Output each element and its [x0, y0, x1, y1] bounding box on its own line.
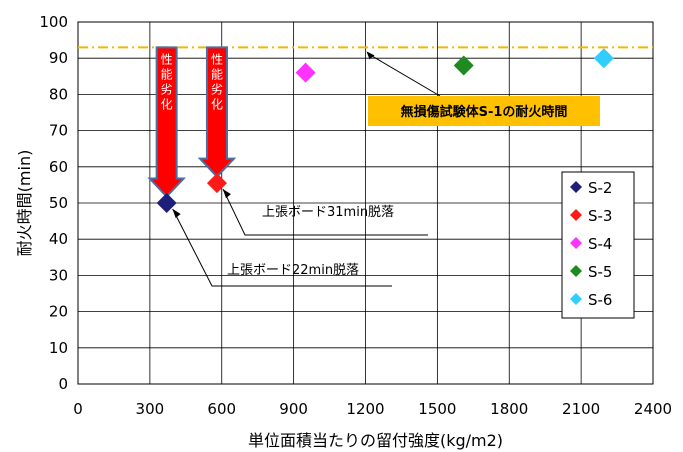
x-axis-label: 単位面積当たりの留付強度(kg/m2) [248, 431, 503, 450]
degradation-arrow-label: 性能劣化 [211, 52, 223, 111]
legend-label: S-6 [588, 291, 612, 309]
annotation-text: 上張ボード31min脱落 [262, 205, 394, 220]
point-s-5 [453, 55, 474, 76]
x-tick-label: 1200 [346, 400, 384, 418]
legend-marker-s-2 [570, 181, 582, 193]
point-s-6 [593, 48, 614, 69]
degradation-arrows: 性能劣化 性能劣化 [147, 46, 237, 198]
legend-marker-s-4 [570, 237, 582, 249]
legend-marker-s-3 [570, 209, 582, 221]
y-tick-label: 40 [49, 230, 68, 248]
x-tick-label: 900 [279, 400, 308, 418]
y-tick-label: 0 [58, 375, 68, 393]
x-tick-label: 2100 [562, 400, 600, 418]
plot-area [77, 21, 654, 385]
annotation-leader [222, 188, 428, 236]
x-tick-label: 1500 [418, 400, 456, 418]
legend-marker-s-5 [570, 265, 582, 277]
y-tick-label: 10 [49, 339, 68, 357]
legend: S-2 S-3 S-4 S-5 S-6 [561, 171, 635, 319]
data-points [156, 48, 614, 213]
point-s-2 [156, 193, 177, 213]
legend-marker-s-6 [570, 293, 582, 305]
point-s-4 [295, 62, 316, 83]
reference-label-text: 無損傷試験体S-1の耐火時間 [401, 104, 568, 120]
y-axis-label: 耐火時間(min) [15, 150, 34, 257]
annotation-arrowhead [222, 189, 231, 199]
y-tick-label: 80 [49, 85, 68, 103]
reference-leader [367, 52, 441, 97]
x-axis-ticks: 0 300 600 900 1200 1500 1800 2100 2400 [73, 400, 672, 418]
x-tick-label: 1800 [490, 400, 528, 418]
x-tick-label: 300 [136, 400, 165, 418]
degradation-arrow [197, 46, 237, 179]
x-tick-label: 0 [73, 400, 83, 418]
y-tick-label: 30 [49, 266, 68, 284]
y-tick-label: 60 [49, 158, 68, 176]
degradation-arrow [147, 46, 186, 198]
legend-label: S-3 [588, 207, 612, 225]
y-axis-ticks: 0 10 20 30 40 50 60 70 80 90 100 [39, 13, 68, 393]
annotation-text: 上張ボード22min脱落 [227, 263, 359, 278]
annotation-arrowhead [172, 209, 181, 218]
y-tick-label: 100 [39, 13, 68, 31]
y-tick-label: 50 [49, 194, 68, 212]
x-tick-label: 2400 [634, 400, 672, 418]
point-s-3 [206, 173, 227, 194]
legend-label: S-2 [588, 179, 612, 197]
reference-label: 無損傷試験体S-1の耐火時間 [366, 51, 600, 126]
y-tick-label: 20 [49, 303, 68, 321]
legend-label: S-5 [588, 263, 612, 281]
y-tick-label: 70 [49, 122, 68, 140]
reference-label-box [368, 96, 600, 126]
annotation-leader [172, 208, 392, 287]
y-tick-label: 90 [49, 49, 68, 67]
degradation-arrow-label: 性能劣化 [161, 52, 173, 111]
reference-arrowhead [366, 51, 375, 60]
x-tick-label: 600 [207, 400, 236, 418]
legend-label: S-4 [588, 235, 612, 253]
